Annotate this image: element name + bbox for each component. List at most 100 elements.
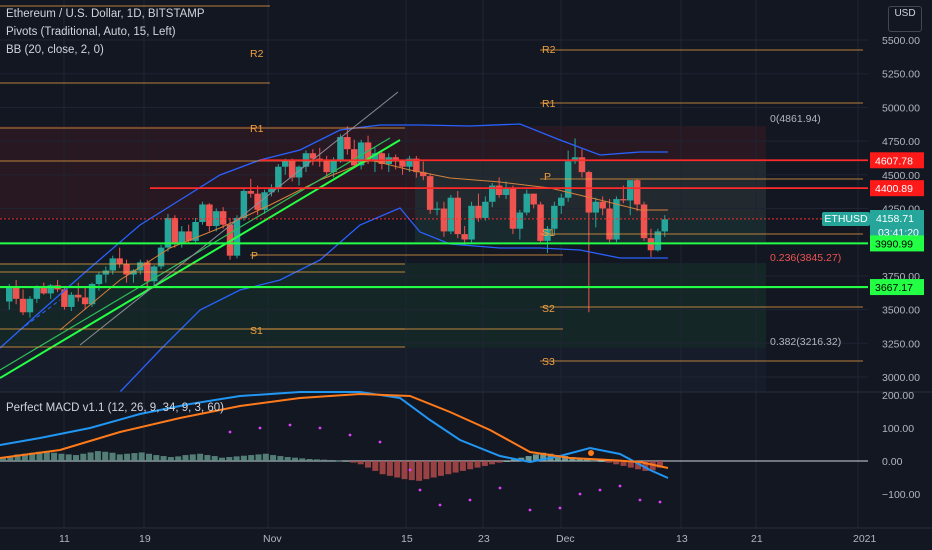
candle <box>530 193 537 205</box>
macd-dot <box>378 440 382 444</box>
macd-histogram-bar <box>146 453 152 461</box>
candle <box>426 176 434 210</box>
macd-histogram-bar <box>438 461 444 476</box>
candle <box>571 157 579 162</box>
candle <box>523 193 530 213</box>
macd-histogram-bar <box>489 461 496 465</box>
pivots-legend[interactable]: Pivots (Traditional, Auto, 15, Left) <box>6 26 176 38</box>
candle <box>247 190 254 194</box>
macd-histogram-bar <box>365 461 371 468</box>
macd-histogram-bar <box>394 461 401 478</box>
macd-histogram-bar <box>525 456 532 461</box>
candle <box>282 161 289 167</box>
candle <box>219 211 227 225</box>
time-axis-label: Nov <box>263 533 282 545</box>
candle <box>19 298 27 313</box>
candle <box>61 289 68 307</box>
candle <box>392 157 399 162</box>
macd-dot <box>258 426 262 430</box>
price-axis-label: 3000.00 <box>882 372 920 384</box>
level-tag-bg <box>870 152 924 169</box>
price-axis-label: 4500.00 <box>882 170 920 182</box>
currency-line2: USD <box>894 8 916 19</box>
candle <box>150 266 158 282</box>
macd-axis-label: 200.00 <box>882 390 914 402</box>
macd-histogram-bar <box>29 452 36 461</box>
time-axis-label: 13 <box>676 533 688 545</box>
macd-histogram-bar <box>423 461 430 480</box>
macd-histogram-bar <box>379 461 386 475</box>
candle <box>12 288 20 299</box>
bb-legend[interactable]: BB (20, close, 2, 0) <box>6 44 104 56</box>
macd-axis-label: −100.00 <box>882 489 920 501</box>
macd-histogram-bar <box>160 456 167 461</box>
candle <box>516 212 524 229</box>
macd-histogram-bar <box>540 452 547 461</box>
price-axis-label: 4750.00 <box>882 136 920 148</box>
candle <box>468 205 475 240</box>
candle <box>330 159 337 173</box>
chart-title[interactable]: Ethereum / U.S. Dollar, 1D, BITSTAMP <box>6 8 205 20</box>
macd-dot <box>498 486 502 490</box>
pivot-label: R1 <box>250 123 264 135</box>
candle <box>178 231 185 244</box>
macd-histogram-bar <box>467 461 474 470</box>
candle <box>371 153 379 160</box>
candle <box>254 193 261 210</box>
bb-basis <box>59 159 668 331</box>
macd-dot <box>468 498 472 502</box>
macd-dot <box>288 423 292 427</box>
candle <box>378 153 386 165</box>
macd-histogram-bar <box>635 461 642 470</box>
price-axis-label: 5250.00 <box>882 69 920 81</box>
candle <box>640 204 648 239</box>
candle <box>337 137 344 160</box>
macd-histogram-bar <box>87 452 94 461</box>
macd-dot <box>658 500 662 504</box>
candle <box>102 270 110 275</box>
currency-button[interactable]: USD <box>888 6 922 32</box>
candle <box>295 166 303 178</box>
macd-dot <box>598 488 602 492</box>
macd-histogram-bar <box>14 454 21 461</box>
macd-histogram-bar <box>321 459 328 461</box>
macd-histogram-bar <box>270 455 277 461</box>
candle <box>157 247 165 267</box>
macd-histogram-bar <box>481 461 488 466</box>
macd-histogram-bar <box>138 452 145 461</box>
level-tag-bg <box>870 235 924 252</box>
pivot-label: P <box>251 250 258 262</box>
candle <box>88 283 96 305</box>
candle <box>164 217 172 248</box>
macd-histogram-bar <box>153 455 160 461</box>
candle <box>406 158 413 167</box>
channel-line <box>79 91 399 346</box>
candle <box>482 201 489 218</box>
macd-histogram-bar <box>80 453 87 461</box>
macd-histogram-bar <box>262 453 269 461</box>
candle <box>68 294 75 307</box>
macd-histogram-bar <box>386 461 393 476</box>
level-tag: 4607.78 <box>875 155 913 167</box>
macd-histogram-bar <box>452 461 459 473</box>
bb-upper <box>0 123 668 349</box>
ticker-tag: ETHUSD <box>822 212 870 226</box>
macd-histogram-bar <box>226 457 233 461</box>
macd-legend[interactable]: Perfect MACD v1.1 (12, 26, 9, 34, 9, 3, … <box>6 402 224 414</box>
fib-label: 0.382(3216.32) <box>770 336 841 348</box>
pivot-label: R1 <box>542 98 556 110</box>
macd-dot <box>578 492 582 496</box>
candle <box>206 204 213 227</box>
candle <box>509 188 517 229</box>
candle <box>475 205 482 218</box>
time-axis-label: 23 <box>478 533 490 545</box>
macd-dot <box>228 430 232 434</box>
macd-histogram-bar <box>219 457 225 461</box>
macd-dot <box>528 508 532 512</box>
candle <box>502 188 510 196</box>
price-axis-label: 3250.00 <box>882 338 920 350</box>
macd-histogram-bar <box>182 455 189 461</box>
candle <box>357 142 365 166</box>
macd-histogram-bar <box>36 451 43 461</box>
